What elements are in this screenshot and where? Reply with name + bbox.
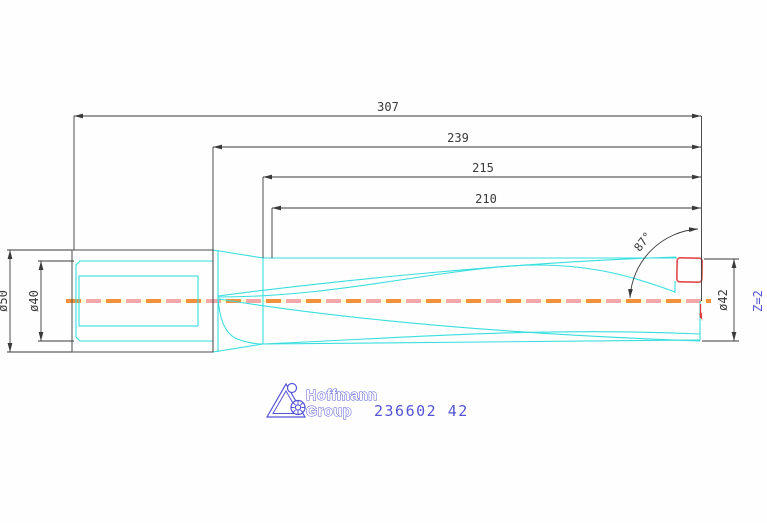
flute-helix-lower-1 — [218, 298, 701, 342]
shank-clamp-surface — [75, 260, 213, 342]
dim-label-cutting-diameter: ø42 — [716, 289, 730, 311]
dim-label-overall-length: 307 — [377, 100, 399, 114]
hoffmann-logo-icon — [265, 382, 307, 418]
logo-gear-hub — [294, 404, 302, 411]
flute-helix-upper-2 — [217, 264, 676, 298]
dim-label-body-length: 239 — [447, 131, 469, 145]
dim-label-usable-length: 210 — [475, 192, 497, 206]
flute-helix-upper-1 — [217, 256, 677, 297]
flute-count-label: Z=2 — [751, 290, 765, 312]
dim-label-flute-length: 215 — [472, 161, 494, 175]
logo-triangle-inner — [272, 390, 300, 414]
neck-taper-bottom — [212, 343, 264, 353]
neck-taper-top — [212, 249, 264, 259]
dim-label-shank-clamp-diameter: ø40 — [27, 290, 41, 312]
body-bottom-edge — [262, 339, 701, 345]
part-number: 236602 42 — [374, 402, 469, 420]
dimension-lines — [7, 113, 739, 353]
brand-name-top: Hoffmann — [306, 388, 378, 404]
shank-inner-bore — [78, 275, 199, 327]
insert-edge-mark — [699, 304, 703, 321]
dimension-labels: 307 239 215 210 ø50 ø40 ø42 87° Z=2 — [0, 100, 765, 312]
insert-plate — [676, 257, 703, 283]
cutting-insert — [676, 257, 703, 283]
brand-name-bottom: Group — [306, 404, 352, 420]
dim-label-shank-flange-diameter: ø50 — [0, 290, 10, 312]
dim-arc-point-angle — [628, 227, 699, 299]
title-block: Hoffmann Group 236602 42 — [265, 382, 469, 421]
logo-gear-spokes — [291, 400, 305, 415]
logo-circle — [286, 382, 298, 394]
edge-mark-tip — [699, 312, 703, 321]
flute-helix-lower-2 — [262, 331, 701, 345]
flute-runout-curve — [217, 296, 264, 345]
drill-body-outline — [75, 249, 701, 353]
logo-gear-icon — [290, 399, 306, 416]
